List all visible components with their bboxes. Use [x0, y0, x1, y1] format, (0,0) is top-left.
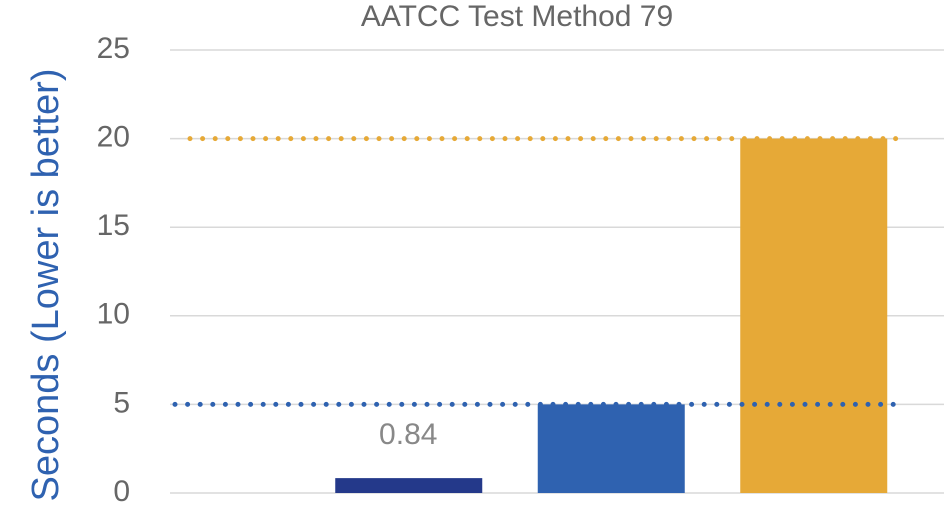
y-tick-label: 15	[97, 209, 130, 242]
chart-title: AATCC Test Method 79	[361, 0, 673, 33]
bar	[537, 404, 685, 493]
y-tick-label: 0	[113, 475, 130, 508]
bar	[335, 478, 483, 493]
y-tick-label: 20	[97, 121, 130, 154]
y-tick-label: 25	[97, 32, 130, 65]
y-tick-label: 10	[97, 298, 130, 331]
y-tick-label: 5	[113, 386, 130, 419]
y-axis-label: Seconds (Lower is better)	[25, 69, 67, 502]
data-label: 0.84	[379, 418, 437, 451]
bar	[740, 138, 888, 493]
